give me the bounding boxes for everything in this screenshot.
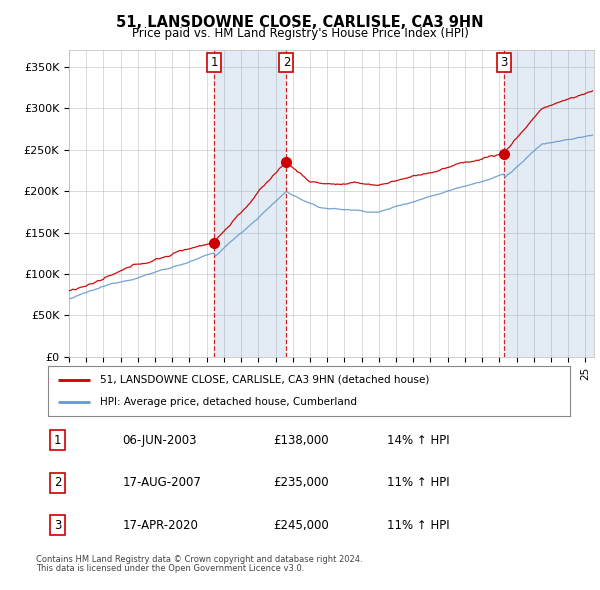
Text: £235,000: £235,000 <box>274 476 329 489</box>
Text: 51, LANSDOWNE CLOSE, CARLISLE, CA3 9HN: 51, LANSDOWNE CLOSE, CARLISLE, CA3 9HN <box>116 15 484 30</box>
Text: 51, LANSDOWNE CLOSE, CARLISLE, CA3 9HN (detached house): 51, LANSDOWNE CLOSE, CARLISLE, CA3 9HN (… <box>100 375 430 385</box>
Text: 11% ↑ HPI: 11% ↑ HPI <box>387 519 449 532</box>
Bar <box>214 50 286 357</box>
Text: 17-AUG-2007: 17-AUG-2007 <box>122 476 201 489</box>
Text: £138,000: £138,000 <box>274 434 329 447</box>
Text: 14% ↑ HPI: 14% ↑ HPI <box>387 434 449 447</box>
Text: 2: 2 <box>283 56 290 69</box>
Bar <box>505 50 594 357</box>
Text: 11% ↑ HPI: 11% ↑ HPI <box>387 476 449 489</box>
Text: 3: 3 <box>500 56 508 69</box>
Text: 3: 3 <box>54 519 61 532</box>
Text: This data is licensed under the Open Government Licence v3.0.: This data is licensed under the Open Gov… <box>36 564 304 573</box>
Text: HPI: Average price, detached house, Cumberland: HPI: Average price, detached house, Cumb… <box>100 397 357 407</box>
Text: 2: 2 <box>54 476 61 489</box>
Text: Price paid vs. HM Land Registry's House Price Index (HPI): Price paid vs. HM Land Registry's House … <box>131 27 469 40</box>
Text: 06-JUN-2003: 06-JUN-2003 <box>122 434 197 447</box>
Text: Contains HM Land Registry data © Crown copyright and database right 2024.: Contains HM Land Registry data © Crown c… <box>36 555 362 563</box>
Text: 1: 1 <box>54 434 61 447</box>
Text: 17-APR-2020: 17-APR-2020 <box>122 519 198 532</box>
Text: £245,000: £245,000 <box>274 519 329 532</box>
Text: 1: 1 <box>211 56 218 69</box>
